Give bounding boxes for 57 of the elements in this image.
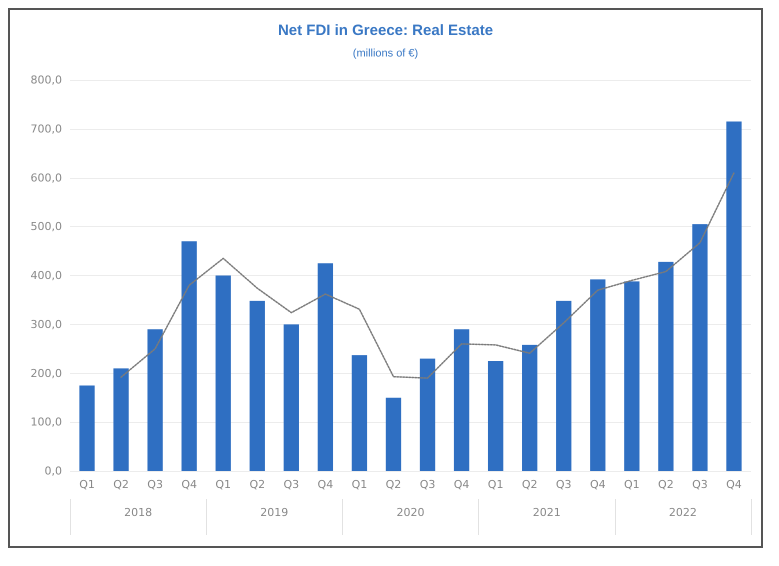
x-tick-label: Q2	[386, 478, 402, 491]
x-tick-label: Q1	[624, 478, 640, 491]
x-tick-label: Q4	[590, 478, 606, 491]
bar	[556, 300, 572, 471]
bar	[726, 122, 742, 471]
bar	[658, 262, 674, 471]
bar	[386, 398, 402, 471]
bar	[216, 276, 231, 471]
text: 2022	[668, 506, 697, 519]
bar	[182, 241, 197, 471]
x-tick-label: Q2	[658, 478, 674, 491]
y-tick-label: 700,0	[30, 122, 62, 136]
text: 2020	[396, 506, 424, 519]
y-tick-label: 0,0	[44, 464, 62, 478]
bar	[79, 385, 95, 471]
y-tick-label: 800,0	[30, 74, 62, 86]
x-tick-label: Q2	[113, 478, 129, 491]
x-tick-label: Q3	[692, 478, 708, 491]
line-series	[120, 172, 735, 379]
x-tick-label: Q2	[522, 478, 538, 491]
chart-subtitle: (millions of €)	[352, 48, 418, 60]
x-tick-label: Q3	[147, 478, 163, 491]
bar	[318, 263, 334, 471]
bar	[352, 355, 368, 471]
x-tick-label: Q1	[215, 478, 232, 491]
bar	[250, 300, 265, 471]
y-tick-label: 500,0	[30, 220, 62, 234]
y-tick-label: 600,0	[30, 171, 62, 184]
bar	[420, 358, 436, 471]
x-tick-label: Q2	[249, 478, 266, 491]
text: 2018	[124, 506, 152, 519]
text: 2021	[532, 506, 561, 519]
x-tick-label: Q1	[79, 478, 95, 491]
x-tick-label: Q4	[454, 478, 470, 491]
x-tick-label: Q1	[352, 478, 368, 491]
bar	[590, 279, 606, 471]
x-tick-label: Q3	[283, 478, 300, 491]
text: 2019	[260, 506, 288, 519]
x-tick-label: Q4	[318, 478, 334, 491]
x-tick-label: Q4	[726, 478, 742, 491]
bar	[522, 344, 538, 471]
bar	[624, 281, 640, 471]
chart-title: Net FDI in Greece: Real Estate	[278, 22, 494, 39]
x-tick-label: Q4	[181, 478, 198, 491]
x-tick-label: Q3	[556, 478, 572, 491]
y-tick-label: 400,0	[30, 269, 62, 282]
y-tick-label: 100,0	[30, 416, 62, 429]
x-tick-label: Q1	[488, 478, 504, 491]
x-tick-label: Q3	[420, 478, 436, 491]
y-tick-label: 200,0	[30, 366, 62, 380]
bar	[454, 329, 470, 471]
bar	[692, 224, 708, 471]
bar	[113, 368, 129, 471]
bar	[488, 361, 504, 471]
bar	[147, 329, 163, 471]
bar	[284, 324, 299, 471]
y-tick-label: 300,0	[30, 318, 62, 331]
